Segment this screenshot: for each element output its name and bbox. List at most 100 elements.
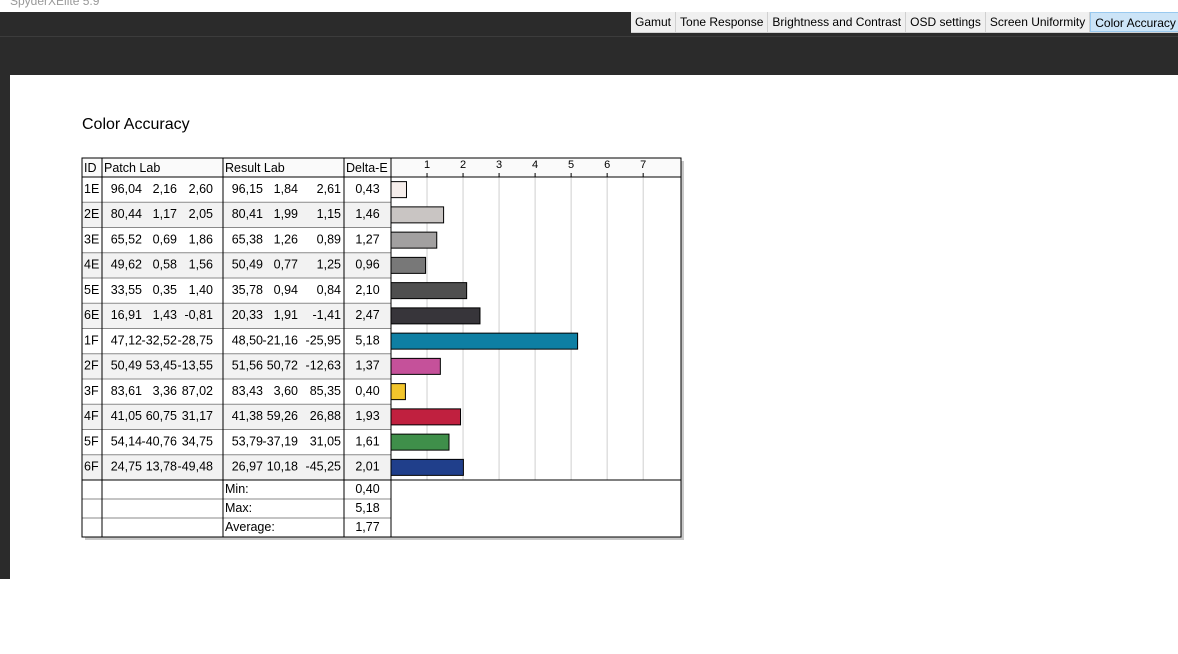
patch-lab: 49,62 [111,258,142,272]
tab[interactable]: Tone Response [676,12,769,32]
result-lab: 1,99 [274,207,298,221]
x-tick-label: 1 [424,159,430,171]
delta-e: 1,27 [355,232,379,246]
result-lab: -12,63 [306,359,341,373]
patch-id: 1F [84,333,99,347]
delta-e: 2,47 [355,308,379,322]
patch-id: 2E [84,207,99,221]
delta-e: 5,18 [355,333,379,347]
accuracy-table: 1 2 3 4 5 6 7 ID Patch Lab Result Lab Delta-E 1E 96,… [81,157,684,540]
x-tick-label: 5 [568,159,574,171]
patch-lab: 31,17 [182,409,213,423]
bar [390,357,441,375]
patch-lab: 1,17 [153,207,177,221]
patch-id: 6E [84,308,99,322]
delta-e: 1,61 [355,434,379,448]
delta-e: 1,46 [355,207,379,221]
result-lab: -1,41 [313,308,342,322]
tab[interactable]: Brightness and Contrast [768,12,907,32]
side-strip [0,75,10,579]
patch-lab: 2,05 [189,207,213,221]
patch-lab: 3,36 [153,384,177,398]
bar [390,332,579,350]
result-lab: 0,84 [317,283,341,297]
result-lab: 1,26 [274,232,298,246]
patch-id: 4F [84,409,99,423]
delta-e: 0,96 [355,258,379,272]
patch-lab: 83,61 [111,384,142,398]
heading: Color Accuracy [82,116,190,133]
patch-lab: 47,12 [111,333,142,347]
result-lab: 65,38 [232,232,263,246]
table-border [81,157,682,538]
patch-id: 5F [84,434,99,448]
result-lab: 50,49 [232,258,263,272]
patch-lab: 0,69 [153,232,177,246]
result-lab: 10,18 [267,460,298,474]
delta-e: 2,10 [355,283,379,297]
bar [390,383,406,401]
row-stripe [82,252,391,278]
x-tick-label: 7 [640,159,646,171]
result-lab: 85,35 [310,384,341,398]
result-lab: 20,33 [232,308,263,322]
patch-id: 1E [84,182,99,196]
summary-value: 0,40 [355,482,379,496]
row-stripe [82,353,391,379]
patch-lab: 2,16 [153,182,177,196]
x-tick-label: 3 [496,159,502,171]
x-tick-label: 4 [532,159,538,171]
patch-lab: 1,43 [153,308,177,322]
bar [390,307,481,325]
result-lab: 53,79 [232,434,263,448]
row-stripe [82,404,391,430]
result-lab: 50,72 [267,359,298,373]
bar [390,181,407,199]
patch-lab: -40,76 [142,434,177,448]
result-lab: 59,26 [267,409,298,423]
result-lab: 83,43 [232,384,263,398]
patch-lab: -32,52 [142,333,177,347]
column-header: ID [84,161,97,175]
patch-id: 4E [84,258,99,272]
result-lab: -21,16 [263,333,298,347]
patch-lab: -13,55 [178,359,213,373]
patch-lab: 33,55 [111,283,142,297]
patch-lab: 96,04 [111,182,142,196]
delta-e: 1,93 [355,409,379,423]
patch-id: 3E [84,232,99,246]
result-lab: 26,97 [232,460,263,474]
result-lab: 35,78 [232,283,263,297]
result-lab: -37,19 [263,434,298,448]
app-title: SpyderXElite 5.9 [10,0,100,8]
patch-lab: 41,05 [111,409,142,423]
tab[interactable]: OSD settings [906,12,986,32]
result-lab: 3,60 [274,384,298,398]
row-stripe [82,202,391,228]
delta-e: 0,43 [355,182,379,196]
patch-lab: 16,91 [111,308,142,322]
summary-value: 1,77 [355,520,379,534]
patch-lab: 24,75 [111,460,142,474]
result-lab: -45,25 [306,460,341,474]
bar [390,282,468,300]
result-lab: 31,05 [310,434,341,448]
result-lab: 0,89 [317,232,341,246]
result-lab: 96,15 [232,182,263,196]
bar [390,231,438,249]
patch-lab: 60,75 [146,409,177,423]
tab[interactable]: Color Accuracy [1090,12,1178,32]
patch-lab: 13,78 [146,460,177,474]
patch-lab: 50,49 [111,359,142,373]
tab[interactable]: Gamut [631,12,677,32]
result-lab: 1,84 [274,182,298,196]
patch-id: 2F [84,359,99,373]
result-lab: -25,95 [306,333,341,347]
header-bg [82,158,681,177]
result-lab: 41,38 [232,409,263,423]
result-lab: 1,15 [317,207,341,221]
tab[interactable]: Screen Uniformity [986,12,1091,32]
patch-lab: -28,75 [178,333,213,347]
summary-value: 5,18 [355,501,379,515]
bar [390,256,427,274]
